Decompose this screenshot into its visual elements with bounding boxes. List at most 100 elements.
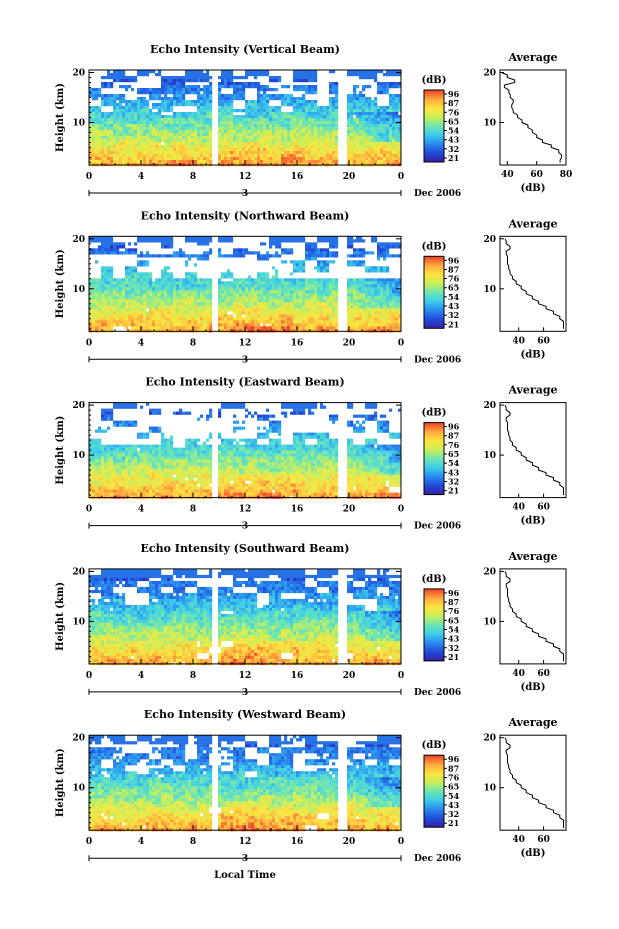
heatmap-cell [107,302,111,306]
heatmap-cell [335,142,339,146]
heatmap-cell [320,290,324,294]
heatmap-cell [350,109,354,113]
heatmap-cell [95,317,99,321]
heatmap-cell [110,245,114,249]
heatmap-cell [89,320,93,324]
heatmap-cell [170,136,174,140]
heatmap-cell [134,278,138,282]
heatmap-cell [224,293,228,297]
heatmap-cell [140,103,144,107]
heatmap-cell [317,145,321,149]
heatmap-cell [377,148,381,152]
heatmap-cell [98,88,102,92]
heatmap-cell [332,293,336,297]
heatmap-cell [329,287,333,291]
heatmap-cell [119,278,123,282]
heatmap-cell [398,160,402,164]
heatmap-cell [200,109,204,113]
heatmap-cell [146,91,150,95]
heatmap-cell [185,299,189,303]
heatmap-cell [368,85,372,89]
heatmap-cell [239,76,243,80]
heatmap-cell [308,278,312,282]
heatmap-cell [176,317,180,321]
heatmap-cell [155,136,159,140]
heatmap-cell [242,124,246,128]
heatmap-cell [188,85,192,89]
heatmap-cell [368,154,372,158]
heatmap-cell [206,323,210,327]
heatmap-cell [236,157,240,161]
heatmap-cell [107,118,111,122]
heatmap-cell [311,317,315,321]
heatmap-cell [137,124,141,128]
heatmap-cell [92,145,96,149]
heatmap-cell [314,76,318,80]
heatmap-cell [122,121,126,125]
heatmap-cell [95,239,99,243]
heatmap-cell [314,70,318,74]
heatmap-cell [161,323,165,327]
heatmap-cell [359,323,363,327]
heatmap-cell [308,293,312,297]
heatmap-cell [374,154,378,158]
heatmap-cell [164,148,168,152]
heatmap-cell [380,91,384,95]
heatmap-cell [353,317,357,321]
heatmap-cell [182,136,186,140]
heatmap-cell [206,85,210,89]
heatmap-cell [185,76,189,80]
heatmap-cell [299,118,303,122]
heatmap-cell [317,296,321,300]
heatmap-cell [272,320,276,324]
heatmap-cell [161,154,165,158]
heatmap-cell [365,326,369,330]
heatmap-cell [239,311,243,315]
heatmap-cell [275,269,279,273]
heatmap-cell [236,317,240,321]
heatmap-cell [92,151,96,155]
heatmap-cell [335,121,339,125]
heatmap-cell [245,115,249,119]
heatmap-cell [236,290,240,294]
heatmap-cell [233,133,237,137]
heatmap-cell [104,148,108,152]
heatmap-cell [350,245,354,249]
heatmap-cell [218,317,222,321]
heatmap-cell [242,115,246,119]
heatmap-cell [263,293,267,297]
heatmap-cell [353,278,357,282]
heatmap-cell [230,106,234,110]
heatmap-cell [158,115,162,119]
heatmap-cell [317,148,321,152]
heatmap-cell [398,130,402,134]
heatmap-cell [224,281,228,285]
heatmap-cell [302,287,306,291]
heatmap-cell [95,94,99,98]
heatmap-cell [311,154,315,158]
heatmap-cell [323,314,327,318]
heatmap-cell [275,278,279,282]
heatmap-cell [233,326,237,330]
heatmap-cell [326,142,330,146]
heatmap-cell [167,254,171,258]
heatmap-cell [101,94,105,98]
heatmap-cell [143,118,147,122]
heatmap-cell [185,73,189,77]
heatmap-cell [152,112,156,116]
heatmap-cell [128,103,132,107]
heatmap-cell [233,157,237,161]
heatmap-cell [209,236,213,240]
heatmap-cell [266,103,270,107]
heatmap-cell [254,314,258,318]
heatmap-cell [287,151,291,155]
heatmap-cell [173,85,177,89]
heatmap-cell [128,76,132,80]
heatmap-cell [320,248,324,252]
heatmap-cell [206,242,210,246]
heatmap-cell [197,154,201,158]
heatmap-cell [200,115,204,119]
heatmap-cell [383,118,387,122]
heatmap-cell [302,79,306,83]
heatmap-cell [95,284,99,288]
